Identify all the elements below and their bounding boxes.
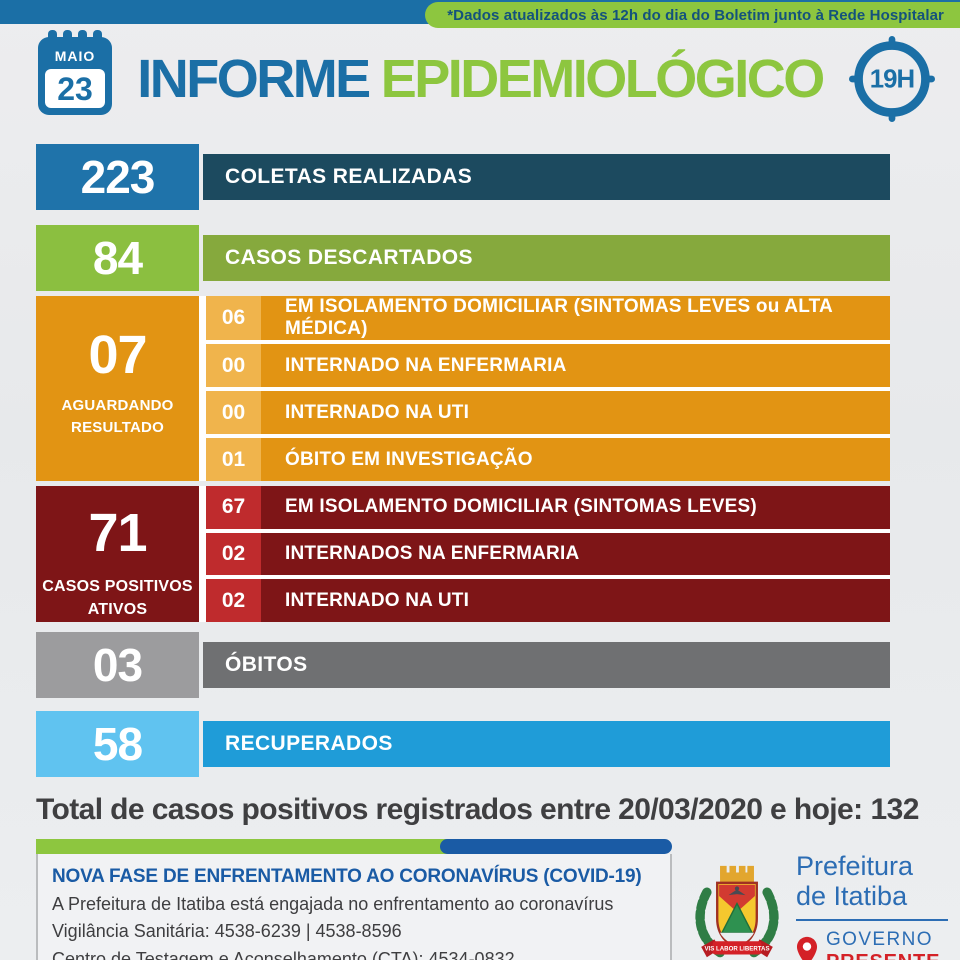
stats-panel: 223 COLETAS REALIZADAS 84 CASOS DESCARTA… (36, 144, 890, 777)
detail-label: ÓBITO EM INVESTIGAÇÃO (285, 448, 533, 470)
detail-value: 00 (206, 391, 261, 434)
stat-value-coletas: 223 (36, 144, 199, 210)
clock-time: 19H (870, 66, 914, 94)
stat-label-coletas: COLETAS REALIZADAS (203, 154, 890, 200)
info-line: A Prefeitura de Itatiba está engajada no… (52, 894, 614, 914)
detail-row: 01 ÓBITO EM INVESTIGAÇÃO (206, 438, 890, 481)
stat-value-recuperados: 58 (36, 711, 199, 777)
detail-row: 02 INTERNADO NA UTI (206, 579, 890, 623)
detail-row: 06 EM ISOLAMENTO DOMICILIAR (SINTOMAS LE… (206, 296, 890, 340)
info-line: Centro de Testagem e Aconselhamento (CTA… (52, 948, 515, 960)
brand-divider (796, 919, 948, 922)
group-aguardando-rows: 06 EM ISOLAMENTO DOMICILIAR (SINTOMAS LE… (206, 296, 890, 481)
coat-motto: VIS LABOR LIBERTAS (704, 945, 769, 952)
detail-row: 00 INTERNADO NA ENFERMARIA (206, 344, 890, 387)
detail-value: 01 (206, 438, 261, 481)
detail-value: 02 (206, 532, 261, 576)
detail-value: 02 (206, 579, 261, 623)
detail-label: EM ISOLAMENTO DOMICILIAR (SINTOMAS LEVES… (285, 496, 757, 518)
detail-label: INTERNADO NA UTI (285, 589, 470, 611)
group-aguardando-resultado: 07 AGUARDANDO RESULTADO 06 EM ISOLAMENTO… (36, 296, 890, 481)
total-value: 132 (870, 793, 920, 826)
info-line: Vigilância Sanitária: 4538-6239 | 4538-8… (52, 921, 402, 942)
header: MAIO 23 INFORME EPIDEMIOLÓGICO 19H (0, 30, 960, 134)
branding: VIS LABOR LIBERTAS Prefeitura de Itatiba… (688, 839, 948, 960)
stat-label-obitos: ÓBITOS (203, 642, 890, 688)
detail-label: INTERNADO NA UTI (285, 401, 470, 423)
stat-row-obitos: 03 ÓBITOS (36, 632, 890, 698)
title-informe: INFORME (137, 49, 371, 109)
detail-label: INTERNADOS NA ENFERMARIA (285, 543, 580, 564)
governo-label: GOVERNO (826, 929, 933, 951)
calendar-icon: MAIO 23 (38, 30, 116, 121)
calendar-month: MAIO (55, 48, 96, 64)
detail-value: 06 (206, 296, 261, 340)
group-aguardando-summary: 07 AGUARDANDO RESULTADO (36, 296, 199, 481)
footer: NOVA FASE DE ENFRENTAMENTO AO CORONAVÍRU… (36, 839, 960, 960)
detail-label: EM ISOLAMENTO DOMICILIAR (SINTOMAS LEVES… (285, 296, 833, 339)
page-title: INFORME EPIDEMIOLÓGICO (0, 30, 960, 106)
accent-bar-green (36, 839, 450, 854)
total-line: Total de casos positivos registrados ent… (36, 793, 924, 827)
stat-value-obitos: 03 (36, 632, 199, 698)
stat-label-recuperados: RECUPERADOS (203, 721, 890, 767)
update-note: *Dados atualizados às 12h do dia do Bole… (425, 2, 960, 28)
info-box-wrap: NOVA FASE DE ENFRENTAMENTO AO CORONAVÍRU… (36, 839, 672, 960)
stat-value-descartados: 84 (36, 225, 199, 291)
calendar-day: 23 (57, 71, 93, 107)
group-casos-positivos: 71 CASOS POSITIVOS ATIVOS 67 EM ISOLAMEN… (36, 486, 890, 623)
group-positivos-label: CASOS POSITIVOS ATIVOS (42, 578, 193, 619)
presente-label: PRESENTE (826, 951, 940, 960)
group-positivos-rows: 67 EM ISOLAMENTO DOMICILIAR (SINTOMAS LE… (206, 486, 890, 623)
info-accent-bar (36, 839, 672, 854)
itatiba-coat-of-arms: VIS LABOR LIBERTAS (695, 865, 779, 958)
detail-value: 00 (206, 344, 261, 387)
stat-row-coletas: 223 COLETAS REALIZADAS (36, 144, 890, 210)
governo-presente-lockup: GOVERNO PRESENTE (796, 929, 948, 960)
accent-bar-blue (440, 839, 672, 854)
location-pin-icon (796, 937, 818, 960)
governo-presente-labels: GOVERNO PRESENTE (826, 929, 940, 960)
detail-row: 02 INTERNADOS NA ENFERMARIA (206, 532, 890, 576)
group-positivos-summary: 71 CASOS POSITIVOS ATIVOS (36, 486, 199, 622)
info-box: NOVA FASE DE ENFRENTAMENTO AO CORONAVÍRU… (36, 854, 672, 960)
brand-name: Prefeitura de Itatiba (796, 851, 914, 912)
title-epidemiologico: EPIDEMIOLÓGICO (380, 49, 826, 109)
stat-label-descartados: CASOS DESCARTADOS (203, 235, 890, 281)
stat-row-recuperados: 58 RECUPERADOS (36, 711, 890, 777)
detail-value: 67 (206, 486, 261, 529)
clock-icon: 19H (849, 36, 935, 127)
group-positivos-value: 71 (88, 503, 147, 563)
stat-row-descartados: 84 CASOS DESCARTADOS (36, 225, 890, 291)
group-aguardando-value: 07 (88, 325, 147, 385)
top-strip: *Dados atualizados às 12h do dia do Bole… (0, 0, 960, 28)
total-label: Total de casos positivos registrados ent… (36, 793, 863, 826)
detail-row: 00 INTERNADO NA UTI (206, 391, 890, 434)
group-aguardando-label: AGUARDANDO RESULTADO (61, 397, 174, 436)
brand-text: Prefeitura de Itatiba GOVERNO PRESENTE (796, 851, 948, 960)
detail-row: 67 EM ISOLAMENTO DOMICILIAR (SINTOMAS LE… (206, 486, 890, 529)
detail-label: INTERNADO NA ENFERMARIA (285, 354, 567, 376)
info-title: NOVA FASE DE ENFRENTAMENTO AO CORONAVÍRU… (52, 866, 642, 887)
